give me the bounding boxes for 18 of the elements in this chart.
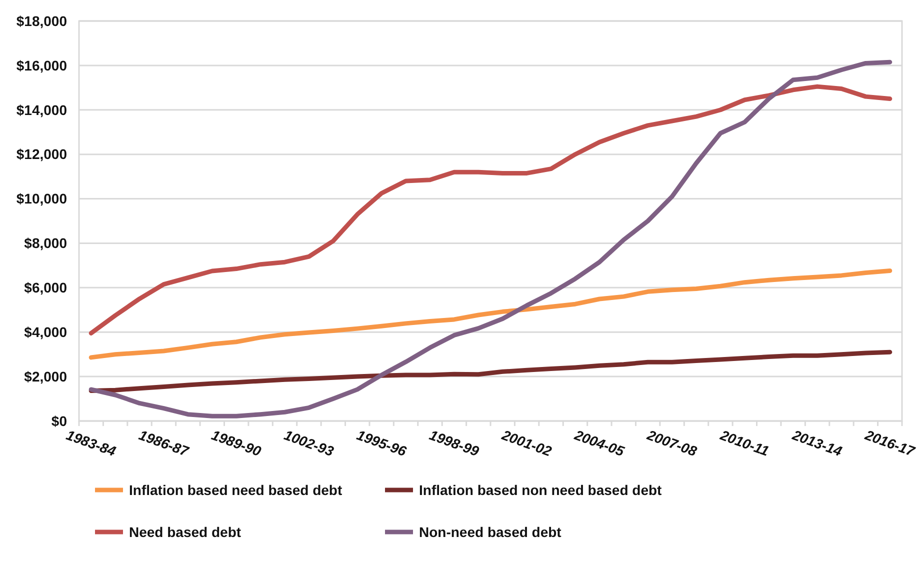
y-tick-label: $18,000	[16, 12, 68, 29]
y-tick-label: $8,000	[24, 235, 68, 252]
y-tick-label: $12,000	[16, 146, 68, 162]
line-series	[88, 84, 892, 336]
line-series	[88, 60, 892, 418]
legend-label: Need based debt	[129, 524, 242, 540]
y-tick-label: $16,000	[16, 57, 68, 74]
legend-label: Non-need based debt	[419, 524, 562, 540]
y-tick-label: $0	[51, 412, 68, 429]
y-tick-label: $2,000	[24, 368, 68, 384]
y-tick-label: $6,000	[24, 280, 68, 296]
line-series	[88, 268, 892, 360]
line-series	[88, 350, 892, 394]
y-tick-label: $10,000	[16, 190, 68, 207]
y-tick-label: $4,000	[24, 324, 68, 340]
y-tick-label: $14,000	[16, 102, 68, 118]
legend-label: Inflation based non need based debt	[419, 482, 662, 498]
legend-label: Inflation based need based debt	[129, 482, 342, 498]
